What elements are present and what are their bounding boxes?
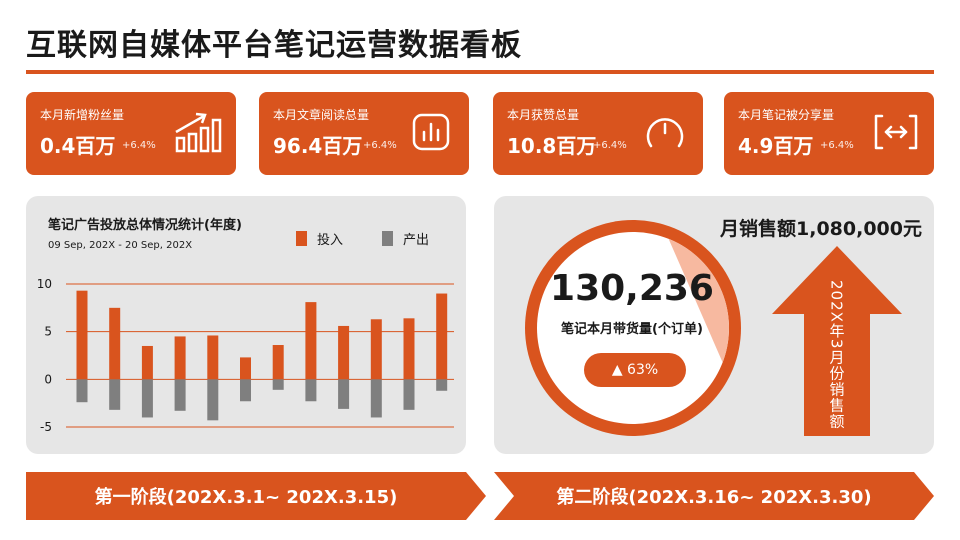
orders-value: 130,236	[550, 268, 714, 309]
bar-output	[338, 379, 350, 409]
bar-output	[240, 379, 251, 402]
chart-subtitle: 09 Sep, 202X - 20 Sep, 202X	[48, 240, 193, 251]
kpi-value: 0.4百万	[40, 134, 116, 158]
stage-banners	[26, 472, 934, 520]
kpi-change: +6.4%	[593, 140, 627, 151]
bar-input	[207, 335, 219, 380]
bar-output	[305, 379, 317, 402]
kpi-value: 96.4百万	[273, 134, 363, 158]
stage-label-1: 第一阶段(202X.3.1~ 202X.3.15)	[94, 487, 398, 508]
percent-wedge	[668, 238, 729, 363]
page-title: 互联网自媒体平台笔记运营数据看板	[26, 28, 522, 63]
kpi-label: 本月笔记被分享量	[738, 108, 835, 122]
bar-input	[370, 319, 382, 380]
legend-item-output: 产出	[382, 229, 429, 248]
bar-input	[338, 325, 350, 380]
expand-icon	[874, 114, 918, 150]
bar-chart-icon	[175, 112, 222, 153]
chart-title: 笔记广告投放总体情况统计(年度)	[48, 218, 242, 233]
y-tick-label: 0	[44, 372, 52, 386]
bar-output	[370, 379, 382, 418]
y-tick-label: 5	[44, 325, 52, 339]
bar-input	[436, 293, 448, 380]
bar-output	[207, 379, 219, 421]
kpi-card-likes: 本月获赞总量 10.8百万 +6.4%	[493, 92, 703, 175]
bar-input	[305, 302, 317, 380]
bar-input	[240, 357, 251, 380]
bar-output	[272, 379, 284, 390]
bar-output	[403, 379, 415, 410]
bar-output	[109, 379, 121, 410]
kpi-value: 4.9百万	[738, 134, 814, 158]
bar-input	[109, 307, 121, 380]
kpi-change: +6.4%	[820, 140, 854, 151]
kpi-change: +6.4%	[363, 140, 397, 151]
kpi-label: 本月文章阅读总量	[273, 108, 370, 122]
legend-label-output: 产出	[403, 233, 430, 248]
legend-item-input: 投入	[296, 229, 343, 248]
bar-input	[272, 345, 284, 380]
kpi-card-new-followers: 本月新增粉丝量 0.4百万 +6.4%	[26, 92, 236, 175]
stage-banner-1	[26, 472, 486, 520]
legend-swatch-input	[296, 231, 307, 246]
title-divider	[26, 70, 934, 74]
bar-input	[76, 290, 88, 380]
orders-label: 笔记本月带货量(个订单)	[561, 322, 703, 337]
arrow-label: 202X年3月份销售额	[827, 280, 846, 430]
stage-label-2: 第二阶段(202X.3.16~ 202X.3.30)	[556, 487, 872, 508]
bar-input	[141, 345, 153, 380]
kpi-card-shares: 本月笔记被分享量 4.9百万 +6.4%	[724, 92, 934, 175]
kpi-change: +6.4%	[122, 140, 156, 151]
monthly-sales-total: 月销售额1,080,000元	[720, 218, 922, 240]
y-tick-label: -5	[40, 420, 52, 434]
y-tick-label: 10	[37, 277, 52, 291]
bar-output	[436, 379, 448, 391]
gauge-icon	[646, 118, 684, 148]
stage-banner-2	[494, 472, 934, 520]
up-arrow-icon	[772, 246, 902, 436]
bar-output	[174, 379, 186, 411]
percent-badge: ▲ 63%	[584, 353, 686, 387]
analytics-box-icon	[412, 113, 450, 151]
kpi-value: 10.8百万	[507, 134, 597, 158]
legend-label-input: 投入	[317, 233, 344, 248]
legend-swatch-output	[382, 231, 393, 246]
kpi-card-article-reads: 本月文章阅读总量 96.4百万 +6.4%	[259, 92, 469, 175]
bar-output	[76, 379, 88, 403]
kpi-label: 本月新增粉丝量	[40, 108, 125, 122]
kpi-label: 本月获赞总量	[507, 108, 580, 122]
bar-chart: 10 5 0 -5	[37, 277, 454, 434]
bar-input	[403, 318, 415, 380]
bar-input	[174, 336, 186, 380]
bar-output	[141, 379, 153, 418]
